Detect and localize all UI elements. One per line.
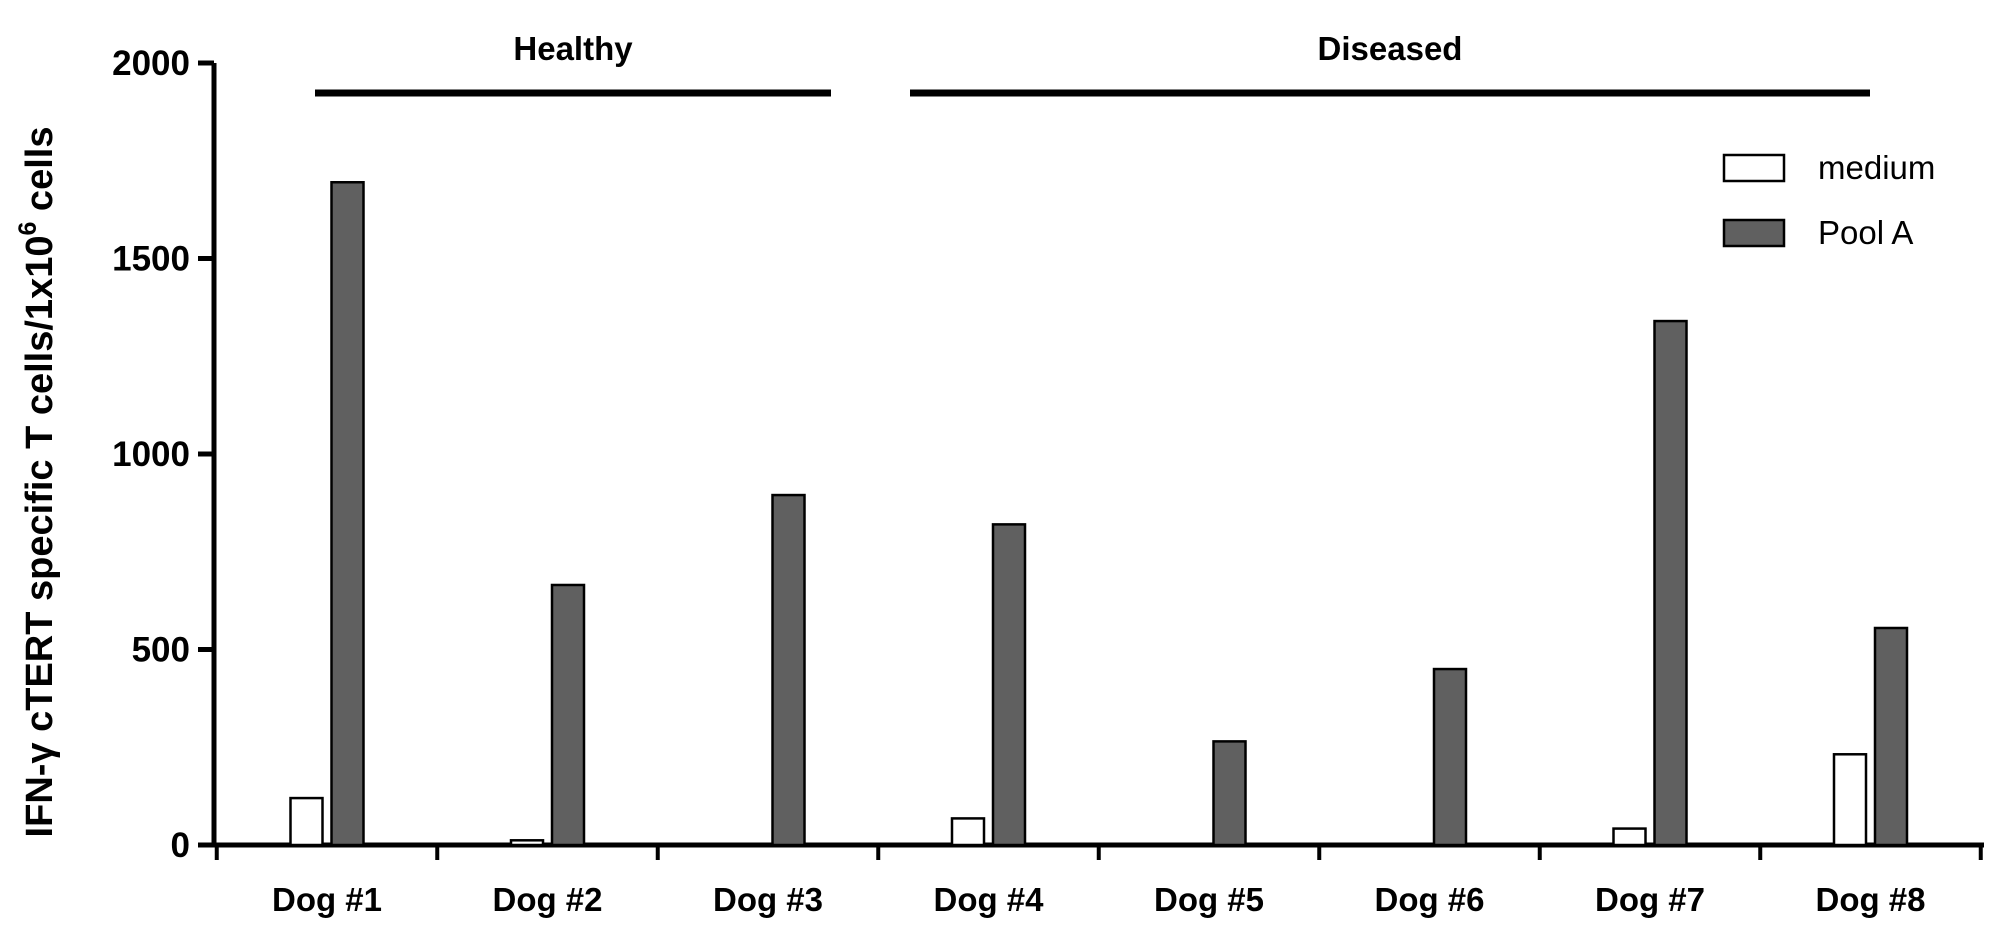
y-tick-label: 0	[171, 826, 190, 865]
labels: 0 500 1000 1500 2000 Dog #1 Dog #2 Dog #3 Dog #4…	[112, 44, 1925, 918]
legend: medium Pool A	[1722, 149, 1935, 251]
y-tick-label: 2000	[112, 44, 190, 83]
bar-pool-a-5	[1212, 740, 1247, 847]
bar-pool-a-1	[330, 181, 365, 847]
legend-swatch-pool-a	[1722, 218, 1786, 248]
x-tick-label: Dog #3	[713, 881, 823, 918]
bar-medium-8	[1832, 753, 1868, 847]
y-tick-label: 500	[132, 631, 190, 670]
bar-medium-2	[509, 839, 545, 847]
y-tick-label: 1500	[112, 240, 190, 279]
y-tick-label: 1000	[112, 435, 190, 474]
x-tick-label: Dog #5	[1154, 881, 1264, 918]
group-annotations: Healthy Diseased	[315, 30, 1870, 97]
bars	[289, 181, 1909, 847]
bar-pool-a-6	[1432, 667, 1468, 847]
x-tick-label: Dog #4	[933, 881, 1044, 918]
bar-pool-a-4	[991, 523, 1027, 847]
group-label-healthy: Healthy	[513, 30, 633, 67]
bar-pool-a-7	[1653, 319, 1688, 847]
x-tick-label: Dog #2	[492, 881, 602, 918]
axes	[198, 60, 1984, 860]
y-axis-label-suffix: cells	[19, 127, 61, 222]
bar-pool-a-2	[550, 583, 586, 847]
y-axis-label-main: IFN-γ cTERT specific T cells/1x10	[19, 236, 61, 838]
bar-medium-4	[950, 817, 986, 847]
x-tick-label: Dog #8	[1815, 881, 1925, 918]
bar-medium-1	[289, 796, 324, 847]
x-tick-label: Dog #1	[272, 881, 382, 918]
legend-swatch-medium	[1722, 153, 1786, 183]
bar-pool-a-3	[771, 493, 806, 847]
bar-medium-7	[1612, 827, 1647, 847]
group-label-diseased: Diseased	[1318, 30, 1463, 67]
legend-label-pool-a: Pool A	[1818, 214, 1913, 251]
bar-pool-a-8	[1873, 626, 1909, 847]
legend-label-medium: medium	[1818, 149, 1935, 186]
y-axis-label: IFN-γ cTERT specific T cells/1x106 cells	[14, 127, 61, 838]
y-axis-label-superscript: 6	[14, 222, 42, 236]
x-tick-label: Dog #6	[1374, 881, 1484, 918]
y-axis-title: IFN-γ cTERT specific T cells/1x106 cells	[14, 127, 61, 838]
x-tick-label: Dog #7	[1595, 881, 1705, 918]
